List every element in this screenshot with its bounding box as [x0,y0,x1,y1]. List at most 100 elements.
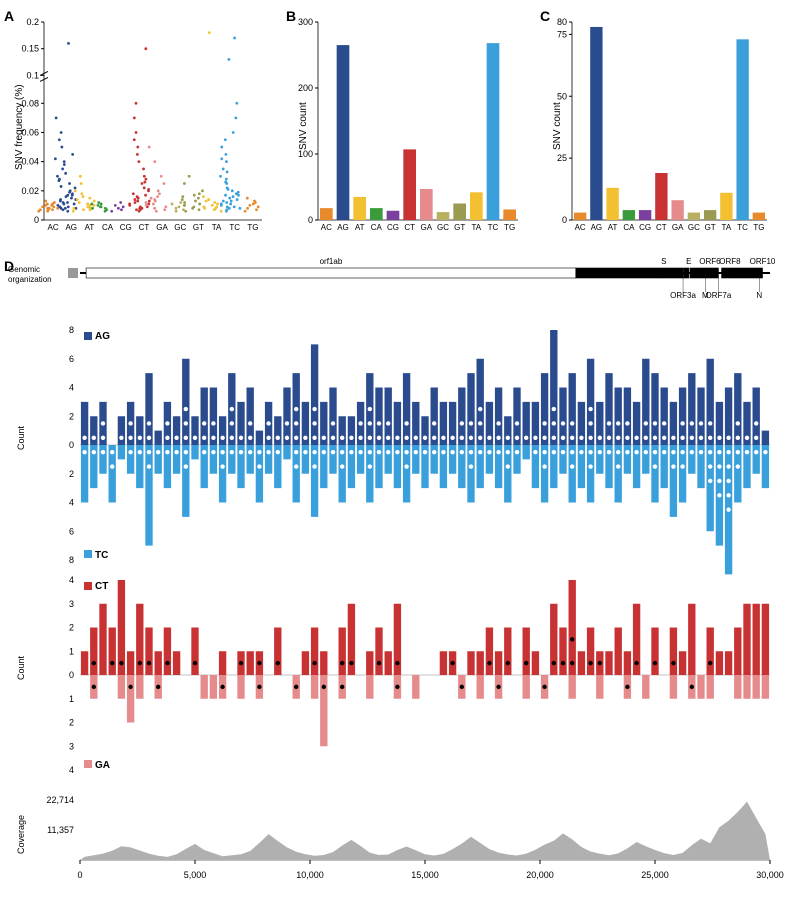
svg-text:AG: AG [95,331,110,342]
svg-text:25: 25 [557,153,567,163]
svg-text:TG: TG [504,223,515,232]
svg-text:75: 75 [557,29,567,39]
svg-text:2: 2 [69,718,74,728]
svg-text:ORF3a: ORF3a [670,291,696,300]
svg-text:50: 50 [557,91,567,101]
svg-text:GC: GC [688,223,700,232]
svg-text:0: 0 [34,215,39,225]
svg-text:4: 4 [69,383,74,393]
svg-text:6: 6 [69,354,74,364]
svg-text:TA: TA [472,223,482,232]
svg-text:GT: GT [193,223,204,232]
svg-text:CA: CA [102,223,114,232]
svg-text:TG: TG [247,223,258,232]
svg-text:GA: GA [421,223,433,232]
panel-a-label: A [4,8,14,24]
svg-text:15,000: 15,000 [411,870,439,880]
panel-c-label: C [540,8,550,24]
panel-a-ylabel: SNV frequency (%) [14,84,25,170]
panel-b-label: B [286,8,296,24]
svg-text:Coverage: Coverage [16,815,26,854]
svg-text:8: 8 [69,325,74,335]
svg-text:CT: CT [95,581,108,592]
svg-text:25,000: 25,000 [641,870,669,880]
svg-text:CT: CT [656,223,667,232]
svg-text:5,000: 5,000 [184,870,207,880]
panel-d-label: D [4,258,14,274]
svg-text:GT: GT [454,223,465,232]
svg-text:2: 2 [69,411,74,421]
svg-text:0: 0 [69,670,74,680]
svg-text:AG: AG [337,223,349,232]
svg-text:orf1ab: orf1ab [320,257,343,266]
svg-text:200: 200 [298,83,313,93]
svg-text:2: 2 [69,469,74,479]
svg-text:Count: Count [16,655,26,680]
svg-text:CG: CG [639,223,651,232]
svg-text:AT: AT [355,223,365,232]
svg-text:TC: TC [229,223,240,232]
svg-text:CG: CG [120,223,132,232]
svg-text:AC: AC [321,223,332,232]
svg-text:GA: GA [95,760,110,771]
svg-text:CA: CA [623,223,635,232]
svg-text:0: 0 [308,215,313,225]
svg-text:TC: TC [737,223,748,232]
svg-text:GT: GT [705,223,716,232]
svg-text:GA: GA [672,223,684,232]
svg-text:CT: CT [404,223,415,232]
svg-text:AG: AG [591,223,603,232]
svg-text:6: 6 [69,526,74,536]
figure-root: A B C D SNV frequency (%) SNV count SNV … [0,0,787,918]
svg-text:AT: AT [85,223,95,232]
svg-text:3: 3 [69,741,74,751]
svg-text:ORF7a: ORF7a [706,291,732,300]
svg-text:GC: GC [437,223,449,232]
svg-text:Count: Count [16,425,26,450]
svg-text:10,000: 10,000 [296,870,324,880]
svg-text:0: 0 [562,215,567,225]
svg-text:ORF10: ORF10 [750,257,776,266]
panel-b-ylabel: SNV count [298,102,309,150]
svg-text:TG: TG [753,223,764,232]
svg-text:1: 1 [69,694,74,704]
svg-text:300: 300 [298,17,313,27]
svg-text:0.02: 0.02 [21,186,39,196]
svg-text:4: 4 [69,575,74,585]
svg-text:11,357: 11,357 [47,825,74,835]
svg-text:100: 100 [298,149,313,159]
svg-text:1: 1 [69,646,74,656]
svg-text:0.15: 0.15 [21,44,39,54]
svg-text:TC: TC [95,550,108,561]
svg-text:ORF6: ORF6 [699,257,721,266]
svg-text:20,000: 20,000 [526,870,554,880]
svg-text:CT: CT [139,223,150,232]
svg-text:0: 0 [69,440,74,450]
svg-text:organization: organization [8,275,52,284]
svg-text:80: 80 [557,17,567,27]
svg-text:3: 3 [69,599,74,609]
figure-svg: 00.020.040.060.080.10.150.2ACAGATCACGCTG… [0,0,787,918]
svg-text:4: 4 [69,498,74,508]
svg-text:4: 4 [69,765,74,775]
svg-text:2: 2 [69,623,74,633]
svg-text:TA: TA [212,223,222,232]
svg-text:S: S [661,257,666,266]
svg-text:8: 8 [69,555,74,565]
svg-text:AG: AG [65,223,77,232]
svg-text:AC: AC [48,223,59,232]
svg-text:GA: GA [156,223,168,232]
svg-text:0.2: 0.2 [26,17,39,27]
svg-text:TA: TA [722,223,732,232]
svg-text:ORF8: ORF8 [719,257,741,266]
svg-text:AC: AC [575,223,586,232]
svg-text:CG: CG [387,223,399,232]
svg-text:E: E [686,257,691,266]
svg-text:22,714: 22,714 [46,795,74,805]
panel-c-ylabel: SNV count [552,102,563,150]
svg-text:TC: TC [488,223,499,232]
svg-text:0.1: 0.1 [26,70,39,80]
svg-text:N: N [756,291,762,300]
svg-text:AT: AT [608,223,618,232]
svg-text:30,000: 30,000 [756,870,784,880]
